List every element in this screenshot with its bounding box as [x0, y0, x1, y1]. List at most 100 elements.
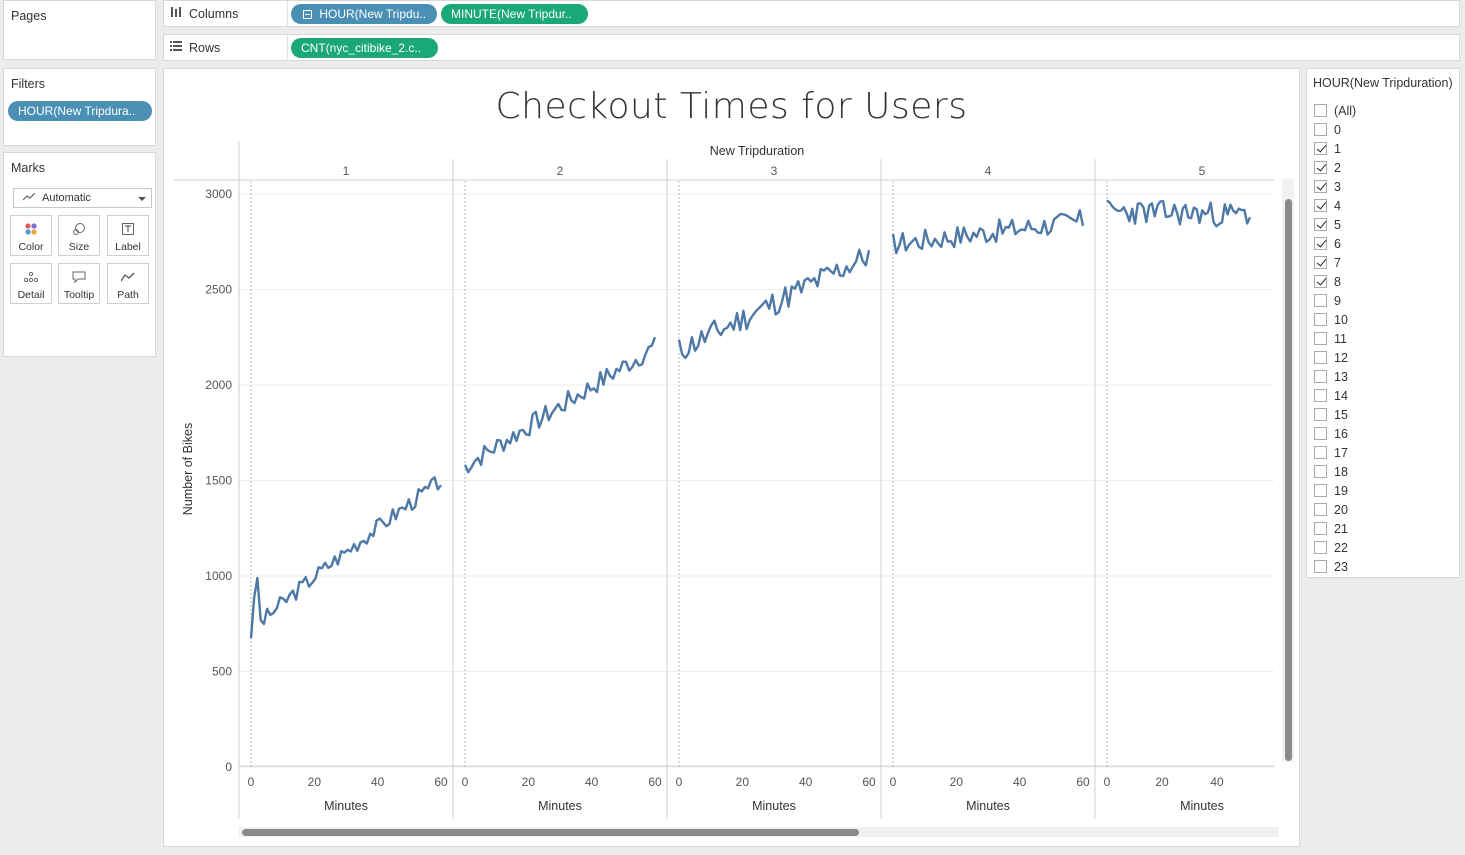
hour-filter-checkbox[interactable]	[1314, 161, 1327, 174]
hour-filter-option[interactable]: 16	[1314, 424, 1348, 443]
hour-filter-option-label: 19	[1334, 483, 1348, 498]
hour-filter-checkbox[interactable]	[1314, 180, 1327, 193]
rows-pill-count-label: CNT(nyc_citibike_2.c..	[301, 41, 422, 55]
columns-shelf-header: Columns	[164, 1, 288, 26]
hour-filter-option[interactable]: 10	[1314, 310, 1348, 329]
hour-filter-checkbox[interactable]	[1314, 465, 1327, 478]
chart-title: Checkout Times for Users	[495, 86, 968, 127]
x-tick-label: 0	[248, 775, 255, 789]
hour-filter-option[interactable]: 21	[1314, 519, 1348, 538]
hour-filter-option[interactable]: 4	[1314, 196, 1341, 215]
y-tick-label: 1500	[205, 474, 232, 488]
hour-filter-option[interactable]: 6	[1314, 234, 1341, 253]
marks-title: Marks	[11, 161, 46, 175]
y-tick-label: 1000	[205, 569, 232, 583]
color-icon	[11, 222, 51, 236]
hour-filter-checkbox[interactable]	[1314, 522, 1327, 535]
hour-filter-option[interactable]: 8	[1314, 272, 1341, 291]
hour-filter-option[interactable]: 22	[1314, 538, 1348, 557]
tooltip-icon	[59, 270, 99, 284]
hour-filter-checkbox[interactable]	[1314, 541, 1327, 554]
columns-pill-hour[interactable]: HOUR(New Tripdu..	[291, 4, 437, 24]
hour-filter-option-label: 16	[1334, 426, 1348, 441]
hour-filter-option[interactable]: 19	[1314, 481, 1348, 500]
expand-collapse-icon[interactable]	[303, 10, 312, 19]
hour-filter-checkbox[interactable]	[1314, 389, 1327, 402]
hour-filter-option[interactable]: 18	[1314, 462, 1348, 481]
label-icon	[108, 222, 148, 236]
hour-filter-option[interactable]: 11	[1314, 329, 1347, 348]
hour-filter-checkbox[interactable]	[1314, 275, 1327, 288]
detail-icon	[11, 270, 51, 284]
pane-header: 4	[985, 164, 992, 178]
hour-filter-option-label: 21	[1334, 521, 1348, 536]
hour-filter-checkbox[interactable]	[1314, 427, 1327, 440]
pane-header: 5	[1199, 164, 1206, 178]
hour-filter-option[interactable]: 2	[1314, 158, 1341, 177]
hour-filter-option-label: 8	[1334, 274, 1341, 289]
hour-filter-checkbox[interactable]	[1314, 446, 1327, 459]
hour-filter-checkbox[interactable]	[1314, 313, 1327, 326]
hour-filter-checkbox[interactable]	[1314, 370, 1327, 383]
hour-filter-option[interactable]: 9	[1314, 291, 1341, 310]
hour-filter-option-label: 20	[1334, 502, 1348, 517]
vertical-scrollbar[interactable]	[1282, 179, 1294, 762]
hour-filter-checkbox[interactable]	[1314, 503, 1327, 516]
hour-filter-title: HOUR(New Tripduration)	[1313, 76, 1453, 90]
columns-shelf[interactable]: Columns HOUR(New Tripdu.. MINUTE(New Tri…	[163, 0, 1460, 27]
hour-filter-checkbox[interactable]	[1314, 351, 1327, 364]
filter-pill-hour[interactable]: HOUR(New Tripdura..	[8, 101, 152, 121]
hour-filter-option-label: 4	[1334, 198, 1341, 213]
hour-filter-option[interactable]: 1	[1314, 139, 1341, 158]
hour-filter-option[interactable]: 7	[1314, 253, 1341, 272]
marks-label-button[interactable]: Label	[107, 215, 149, 256]
rows-pill-count[interactable]: CNT(nyc_citibike_2.c..	[291, 38, 438, 58]
hour-filter-option[interactable]: 20	[1314, 500, 1348, 519]
rows-shelf[interactable]: Rows CNT(nyc_citibike_2.c..	[163, 34, 1460, 61]
marks-tooltip-button[interactable]: Tooltip	[58, 263, 100, 304]
hour-filter-option[interactable]: 5	[1314, 215, 1341, 234]
hour-filter-checkbox[interactable]	[1314, 123, 1327, 136]
mark-type-dropdown[interactable]: Automatic	[13, 188, 152, 208]
hour-filter-option[interactable]: 3	[1314, 177, 1341, 196]
hour-filter-option-label: 11	[1334, 331, 1347, 346]
hour-filter-checkbox[interactable]	[1314, 294, 1327, 307]
marks-size-label: Size	[68, 241, 90, 253]
columns-pill-minute[interactable]: MINUTE(New Tripdur..	[441, 4, 588, 24]
hour-filter-option-label: 13	[1334, 369, 1348, 384]
hour-filter-checkbox[interactable]	[1314, 218, 1327, 231]
hour-filter-checkbox[interactable]	[1314, 142, 1327, 155]
horizontal-scrollbar-thumb[interactable]	[242, 829, 859, 836]
hour-filter-checkbox[interactable]	[1314, 332, 1327, 345]
hour-filter-checkbox[interactable]	[1314, 560, 1327, 573]
pages-card: Pages	[3, 0, 156, 60]
y-tick-label: 2500	[205, 283, 232, 297]
hour-filter-option[interactable]: 14	[1314, 386, 1348, 405]
hour-filter-option[interactable]: 13	[1314, 367, 1348, 386]
hour-filter-checkbox[interactable]	[1314, 104, 1327, 117]
hour-filter-option-label: 0	[1334, 122, 1341, 137]
hour-filter-option[interactable]: 23	[1314, 557, 1348, 576]
horizontal-scrollbar[interactable]	[239, 827, 1279, 837]
columns-pill-minute-label: MINUTE(New Tripdur..	[451, 7, 572, 21]
columns-pill-hour-label: HOUR(New Tripdu..	[319, 7, 427, 21]
hour-filter-checkbox[interactable]	[1314, 484, 1327, 497]
hour-filter-checkbox[interactable]	[1314, 408, 1327, 421]
columns-icon	[170, 6, 182, 21]
hour-filter-checkbox[interactable]	[1314, 256, 1327, 269]
marks-path-button[interactable]: Path	[107, 263, 149, 304]
hour-filter-option[interactable]: 17	[1314, 443, 1348, 462]
marks-detail-button[interactable]: Detail	[10, 263, 52, 304]
hour-filter-checkbox[interactable]	[1314, 237, 1327, 250]
hour-filter-option[interactable]: 12	[1314, 348, 1348, 367]
marks-size-button[interactable]: Size	[58, 215, 100, 256]
hour-filter-option[interactable]: (All)	[1314, 101, 1356, 120]
hour-filter-option[interactable]: 15	[1314, 405, 1348, 424]
x-axis-label: Minutes	[1180, 799, 1224, 813]
hour-filter-checkbox[interactable]	[1314, 199, 1327, 212]
vertical-scrollbar-thumb[interactable]	[1285, 199, 1292, 761]
marks-color-button[interactable]: Color	[10, 215, 52, 256]
hour-filter-option[interactable]: 0	[1314, 120, 1341, 139]
pane-header: 2	[557, 164, 564, 178]
